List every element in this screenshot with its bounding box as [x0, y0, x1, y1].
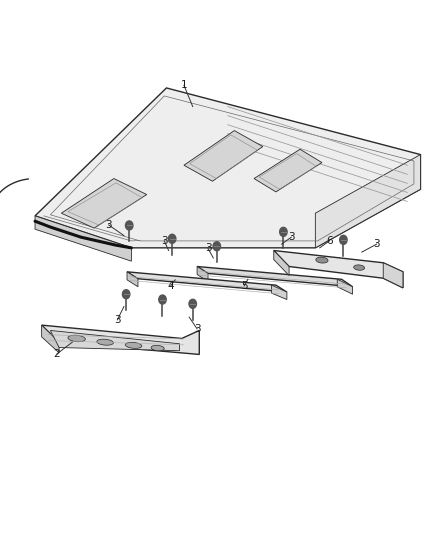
Text: 6: 6: [326, 236, 333, 246]
Polygon shape: [197, 266, 208, 281]
Circle shape: [279, 227, 287, 237]
Ellipse shape: [125, 342, 142, 349]
Polygon shape: [274, 251, 289, 276]
Circle shape: [159, 295, 166, 304]
Text: 5: 5: [241, 281, 248, 290]
Polygon shape: [383, 263, 403, 288]
Polygon shape: [42, 325, 199, 354]
Ellipse shape: [354, 265, 364, 270]
Polygon shape: [337, 279, 353, 294]
Text: 4: 4: [167, 281, 174, 290]
Text: 3: 3: [114, 315, 121, 325]
Ellipse shape: [68, 335, 85, 342]
Polygon shape: [272, 285, 287, 300]
Polygon shape: [50, 330, 180, 351]
Polygon shape: [274, 251, 403, 288]
Circle shape: [213, 241, 221, 251]
Text: 3: 3: [205, 244, 212, 253]
Ellipse shape: [151, 345, 164, 351]
Ellipse shape: [316, 257, 328, 263]
Polygon shape: [127, 272, 287, 292]
Polygon shape: [197, 266, 353, 287]
Ellipse shape: [97, 339, 113, 345]
Text: 3: 3: [105, 220, 112, 230]
Circle shape: [168, 235, 176, 243]
Polygon shape: [127, 272, 138, 287]
Circle shape: [125, 221, 133, 230]
Polygon shape: [61, 179, 147, 228]
Polygon shape: [315, 155, 420, 248]
Text: 3: 3: [194, 324, 201, 334]
Polygon shape: [42, 325, 59, 353]
Polygon shape: [35, 216, 131, 261]
Text: 3: 3: [161, 236, 168, 246]
Text: 2: 2: [53, 349, 60, 359]
Text: 1: 1: [180, 80, 187, 90]
Polygon shape: [35, 88, 420, 248]
Polygon shape: [184, 131, 263, 181]
Text: 3: 3: [288, 232, 295, 242]
Text: 3: 3: [373, 239, 380, 249]
Circle shape: [189, 300, 196, 308]
Circle shape: [122, 290, 130, 298]
Polygon shape: [254, 149, 322, 192]
Circle shape: [340, 235, 347, 244]
